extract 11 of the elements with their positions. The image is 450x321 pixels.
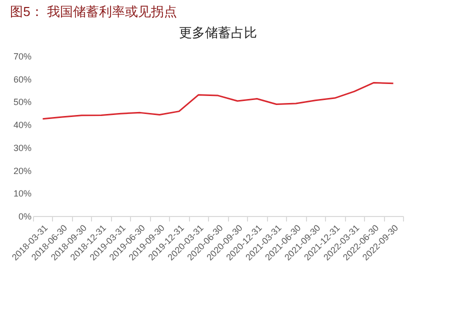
y-tick-label: 30% — [13, 142, 32, 153]
y-tick-label: 0% — [18, 212, 32, 222]
y-tick-label: 40% — [13, 120, 32, 130]
y-tick-label: 20% — [13, 166, 32, 176]
y-tick-label: 70% — [13, 52, 32, 62]
y-tick-label: 50% — [13, 97, 32, 108]
y-tick-label: 60% — [13, 74, 32, 84]
y-tick-label: 10% — [13, 188, 32, 199]
chart-subtitle: 更多储蓄占比 — [179, 25, 257, 40]
line-series — [42, 82, 394, 120]
chart-title: 图5： 我国储蓄利率或见拐点 — [10, 4, 178, 19]
